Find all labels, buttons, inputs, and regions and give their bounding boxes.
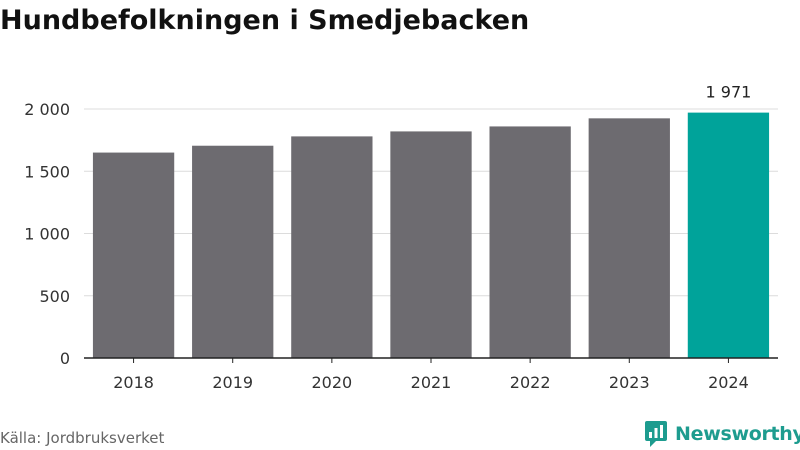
bars bbox=[92, 112, 770, 359]
x-tick-label: 2018 bbox=[113, 373, 154, 392]
x-tick-label: 2021 bbox=[411, 373, 452, 392]
bar-2022 bbox=[489, 126, 571, 359]
chart-title: Hundbefolkningen i Smedjebacken bbox=[0, 5, 530, 36]
y-tick-label: 1 000 bbox=[24, 225, 70, 244]
y-tick-label: 1 500 bbox=[24, 162, 70, 181]
newsworthy-logo-icon bbox=[645, 421, 667, 447]
bar-2018 bbox=[92, 152, 175, 358]
bar-2023 bbox=[588, 118, 670, 359]
y-tick-label: 2 000 bbox=[24, 100, 70, 119]
brand-name: Newsworthy bbox=[675, 423, 800, 445]
bar-2019 bbox=[192, 145, 274, 358]
tick-labels: 0 500 1 000 1 500 2 000 2018 2019 2020 2021 2022 2… bbox=[24, 83, 751, 392]
bar-value-label: 1 971 bbox=[706, 83, 752, 102]
source-note: Källa: Jordbruksverket bbox=[0, 429, 165, 447]
y-tick-label: 0 bbox=[60, 349, 70, 368]
x-tick-label: 2020 bbox=[311, 373, 352, 392]
x-tick-label: 2023 bbox=[609, 373, 650, 392]
x-tick-label: 2024 bbox=[708, 373, 749, 392]
x-tick-label: 2022 bbox=[510, 373, 551, 392]
y-tick-label: 500 bbox=[39, 287, 70, 306]
brand-logo: Newsworthy bbox=[644, 419, 800, 449]
bar-2024 bbox=[687, 112, 770, 358]
x-tick-label: 2019 bbox=[212, 373, 253, 392]
bar-2021 bbox=[390, 131, 472, 358]
bar-2020 bbox=[291, 136, 373, 358]
